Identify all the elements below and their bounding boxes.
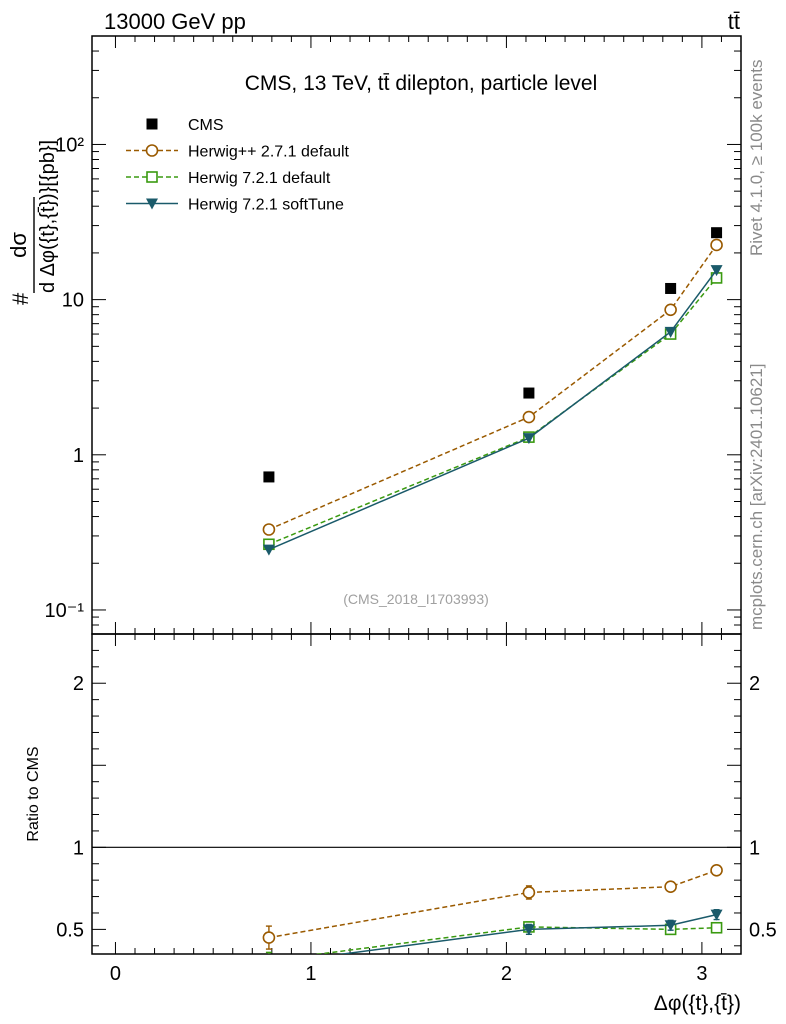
data-point-ratio — [710, 864, 723, 877]
y-tick-label: 10 — [62, 290, 84, 312]
data-point-ratio — [264, 956, 274, 966]
data-point-ratio — [710, 921, 723, 934]
data-point-main — [263, 471, 275, 483]
data-point-ratio — [710, 909, 723, 921]
data-point-ratio — [664, 920, 677, 932]
data-point-ratio — [522, 924, 535, 936]
legend-marker — [146, 198, 158, 210]
data-point-main — [522, 410, 536, 424]
rivet-version-label: Rivet 4.1.0, ≥ 100k events — [747, 60, 766, 256]
x-tick-label: 0 — [110, 963, 121, 985]
data-point-ratio — [664, 880, 677, 894]
y-tick-label: 1 — [73, 445, 84, 467]
data-point-ratio — [262, 931, 276, 944]
data-point-main — [262, 544, 275, 556]
y-tick-label: 10⁻¹ — [45, 600, 85, 622]
data-point-main — [522, 433, 535, 445]
legend-label: Herwig++ 2.7.1 default — [188, 144, 350, 161]
series-line-main — [268, 244, 718, 531]
data-point-main — [262, 523, 276, 536]
legend-marker — [146, 171, 158, 183]
x-ticks-main — [114, 36, 742, 634]
y-ticks-main: 10⁻¹ 1 10 10² — [45, 35, 741, 635]
data-point-main — [523, 387, 535, 399]
y-label-numerator: dσ — [6, 232, 31, 258]
y-ticks-ratio: 0.5 0.5 1 1 2 2 — [56, 633, 777, 947]
header-right-label: tt̄ — [728, 9, 740, 34]
data-point-main — [711, 227, 723, 239]
y-tick-label-right: 2 — [749, 673, 760, 695]
y-tick-label: 2 — [73, 673, 84, 695]
x-ticks-ratio: 0 1 2 3 — [110, 634, 742, 985]
y-axis-label-ratio: Ratio to CMS — [25, 746, 42, 841]
x-tick-label: 3 — [696, 963, 707, 985]
header-left-label: 13000 GeV pp — [104, 9, 246, 34]
data-point-main — [665, 282, 677, 294]
y-tick-label: 1 — [73, 837, 84, 859]
series-line-ratio — [337, 913, 717, 954]
series-line-main — [268, 269, 718, 551]
y-tick-label-right: 1 — [749, 837, 760, 859]
x-tick-label: 1 — [305, 963, 316, 985]
data-point-main — [710, 238, 723, 252]
legend-marker — [146, 118, 158, 130]
series-line-ratio — [313, 926, 717, 954]
ratio-plot-frame — [91, 633, 742, 955]
series-main-layer — [262, 227, 723, 556]
data-point-main — [664, 326, 677, 338]
data-point-ratio — [522, 886, 536, 899]
legend: CMS Herwig++ 2.7.1 default Herwig 7.2.1 de… — [126, 117, 350, 214]
y-label-denominator: d Δφ({t},{t̄})}[{pb}] — [37, 140, 59, 293]
y-tick-label-right: 0.5 — [749, 919, 777, 941]
legend-label: CMS — [188, 117, 224, 134]
y-axis-label-main: # dσ d Δφ({t},{t̄})}[{pb}] — [6, 140, 59, 305]
mcplots-label: mcplots.cern.ch [arXiv:2401.10621] — [747, 364, 766, 630]
x-tick-label: 2 — [501, 963, 512, 985]
legend-marker — [145, 144, 159, 157]
series-line-ratio — [268, 869, 717, 939]
y-tick-label: 10² — [55, 134, 84, 156]
x-axis-label: Δφ({t},{t̄}) — [654, 992, 741, 1015]
series-line-main — [268, 277, 718, 545]
data-point-main — [710, 265, 723, 277]
y-label-hash: # — [8, 292, 33, 305]
analysis-label: (CMS_2018_I1703993) — [343, 591, 489, 607]
y-tick-label: 0.5 — [56, 919, 84, 941]
data-point-ratio — [263, 959, 275, 970]
chart-title: CMS, 13 TeV, tt̄ dilepton, particle leve… — [245, 72, 598, 95]
legend-label: Herwig 7.2.1 softTune — [188, 197, 344, 214]
series-ratio-layer — [262, 864, 723, 970]
legend-label: Herwig 7.2.1 default — [188, 170, 331, 187]
data-point-main — [664, 303, 677, 317]
